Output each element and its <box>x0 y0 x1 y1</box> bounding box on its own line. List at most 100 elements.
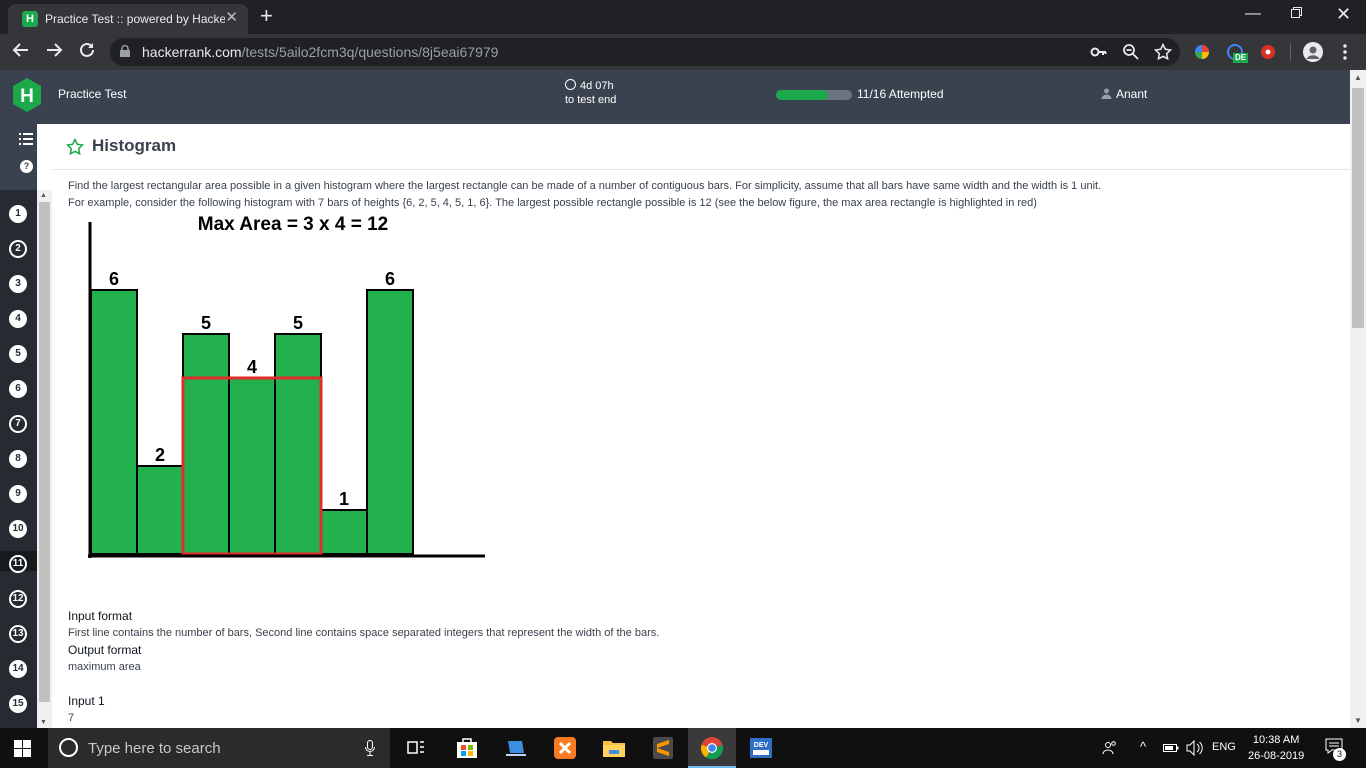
question-number-2[interactable]: 2 <box>9 240 27 258</box>
windows-start-icon[interactable] <box>14 740 31 757</box>
hackerrank-header: H Practice Test 4d 07h to test end 11/16… <box>0 70 1350 124</box>
extension-badge: DE <box>1233 53 1249 63</box>
output-format-text: maximum area <box>68 661 141 673</box>
bookmark-star-icon[interactable] <box>1154 43 1172 61</box>
reload-button[interactable] <box>78 41 96 65</box>
attempted-count: 11/16 Attempted <box>857 87 944 101</box>
question-number-15[interactable]: 15 <box>9 695 27 713</box>
reload-icon <box>80 42 94 57</box>
question-number-8[interactable]: 8 <box>9 450 27 468</box>
rail-scrollbar[interactable]: ▲ ▼ <box>37 190 52 728</box>
histogram-bar <box>90 289 138 555</box>
max-area-highlight <box>181 376 323 556</box>
main-scroll-thumb[interactable] <box>1352 88 1364 328</box>
main-scroll-down-icon[interactable]: ▼ <box>1354 716 1362 725</box>
forward-button[interactable] <box>45 41 63 65</box>
address-bar[interactable]: hackerrank.com/tests/5ailo2fcm3q/questio… <box>110 38 1180 66</box>
new-tab-button[interactable]: + <box>260 3 273 28</box>
microphone-icon[interactable] <box>365 740 375 756</box>
notification-icon <box>1325 738 1343 754</box>
taskbar-search[interactable]: Type here to search <box>48 728 390 768</box>
taskbar-active-app[interactable] <box>688 728 736 768</box>
output-format-label: Output format <box>68 643 142 657</box>
main-scroll-up-icon[interactable]: ▲ <box>1354 73 1362 82</box>
question-number-10[interactable]: 10 <box>9 520 27 538</box>
user-name: Anant <box>1116 87 1148 101</box>
timer-caption: to test end <box>565 94 617 106</box>
profile-avatar-icon[interactable] <box>1303 42 1323 62</box>
browser-tab[interactable]: H Practice Test :: powered by HackerRank… <box>8 4 248 34</box>
clock-time: 10:38 AM <box>1252 734 1300 746</box>
question-number-list: 1 2 3 4 5 6 7 8 9 10 11 12 13 14 15 <box>0 190 37 728</box>
record-icon[interactable] <box>1259 43 1277 61</box>
rail-scroll-up-icon[interactable]: ▲ <box>40 192 47 199</box>
histogram-bar <box>320 509 368 555</box>
tray-chevron-up-icon[interactable]: ^ <box>1140 739 1147 754</box>
windows-taskbar: Type here to search DEV ^ ENG 10:38 AM 2… <box>0 728 1366 768</box>
tab-close-icon[interactable]: ✕ <box>225 9 238 26</box>
system-clock[interactable]: 10:38 AM 26-08-2019 <box>1248 732 1304 764</box>
language-indicator[interactable]: ENG <box>1212 741 1236 753</box>
sublime-text-icon[interactable] <box>651 736 675 760</box>
clock-date: 26-08-2019 <box>1248 750 1305 762</box>
toolbar-divider <box>1290 43 1291 61</box>
question-number-11[interactable]: 11 <box>9 555 27 573</box>
rail-scroll-down-icon[interactable]: ▼ <box>40 719 47 726</box>
battery-icon[interactable] <box>1163 742 1179 754</box>
hackerrank-favicon-icon: H <box>22 11 38 27</box>
attempt-progress-bar <box>776 90 852 100</box>
volume-icon[interactable] <box>1186 740 1204 756</box>
menu-dots-icon[interactable] <box>1336 43 1354 61</box>
cortana-icon <box>59 738 78 757</box>
histogram-bar <box>274 333 322 555</box>
user-icon <box>1101 88 1112 99</box>
question-title: Histogram <box>92 136 177 155</box>
rail-scroll-thumb[interactable] <box>39 202 50 702</box>
key-icon[interactable] <box>1090 43 1108 61</box>
back-button[interactable] <box>12 41 30 65</box>
question-number-5[interactable]: 5 <box>9 345 27 363</box>
hackerrank-logo[interactable]: H <box>12 78 42 112</box>
help-icon[interactable]: ? <box>20 160 33 173</box>
extension-colorful-icon[interactable] <box>1193 43 1211 61</box>
file-explorer-icon[interactable] <box>602 736 626 760</box>
user-menu[interactable]: Anant <box>1101 87 1147 101</box>
maximize-button[interactable] <box>1290 6 1303 24</box>
timer-value: 4d 07h <box>580 80 614 92</box>
notification-badge: 3 <box>1333 748 1346 761</box>
task-view-icon[interactable] <box>404 736 428 760</box>
histogram-bar <box>228 377 276 555</box>
question-number-7[interactable]: 7 <box>9 415 27 433</box>
bookmark-star-icon[interactable] <box>66 138 84 156</box>
question-number-13[interactable]: 13 <box>9 625 27 643</box>
question-number-4[interactable]: 4 <box>9 310 27 328</box>
people-icon[interactable] <box>1102 740 1118 756</box>
store-icon[interactable] <box>455 736 479 760</box>
svg-text:DEV: DEV <box>754 742 769 749</box>
figure-caption: Max Area = 3 x 4 = 12 <box>198 214 388 235</box>
question-number-12[interactable]: 12 <box>9 590 27 608</box>
test-title: Practice Test <box>58 87 127 101</box>
histogram-figure: Max Area = 3 x 4 = 12 6 2 5 4 5 1 6 <box>88 214 485 558</box>
question-number-3[interactable]: 3 <box>9 275 27 293</box>
question-number-1[interactable]: 1 <box>9 205 27 223</box>
list-menu-icon[interactable] <box>19 133 33 145</box>
input1-label: Input 1 <box>68 694 105 708</box>
question-title-bar: Histogram <box>52 124 1350 170</box>
dev-cpp-icon[interactable]: DEV <box>749 736 773 760</box>
question-number-9[interactable]: 9 <box>9 485 27 503</box>
zoom-icon[interactable] <box>1122 43 1140 61</box>
histogram-bar-label: 6 <box>385 269 395 289</box>
main-scrollbar[interactable]: ▲ ▼ <box>1350 70 1366 728</box>
question-number-14[interactable]: 14 <box>9 660 27 678</box>
extension-de-icon[interactable]: DE <box>1226 43 1249 63</box>
histogram-bar-label: 2 <box>155 445 165 465</box>
close-window-button[interactable]: ✕ <box>1336 4 1352 24</box>
histogram-bar-labels: 6 2 5 4 5 1 6 <box>109 269 395 509</box>
action-center-button[interactable]: 3 <box>1325 738 1346 761</box>
histogram-bar <box>136 465 184 555</box>
laptop-app-icon[interactable] <box>504 736 528 760</box>
minimize-button[interactable]: — <box>1245 5 1261 22</box>
question-number-6[interactable]: 6 <box>9 380 27 398</box>
xampp-icon[interactable] <box>553 736 577 760</box>
